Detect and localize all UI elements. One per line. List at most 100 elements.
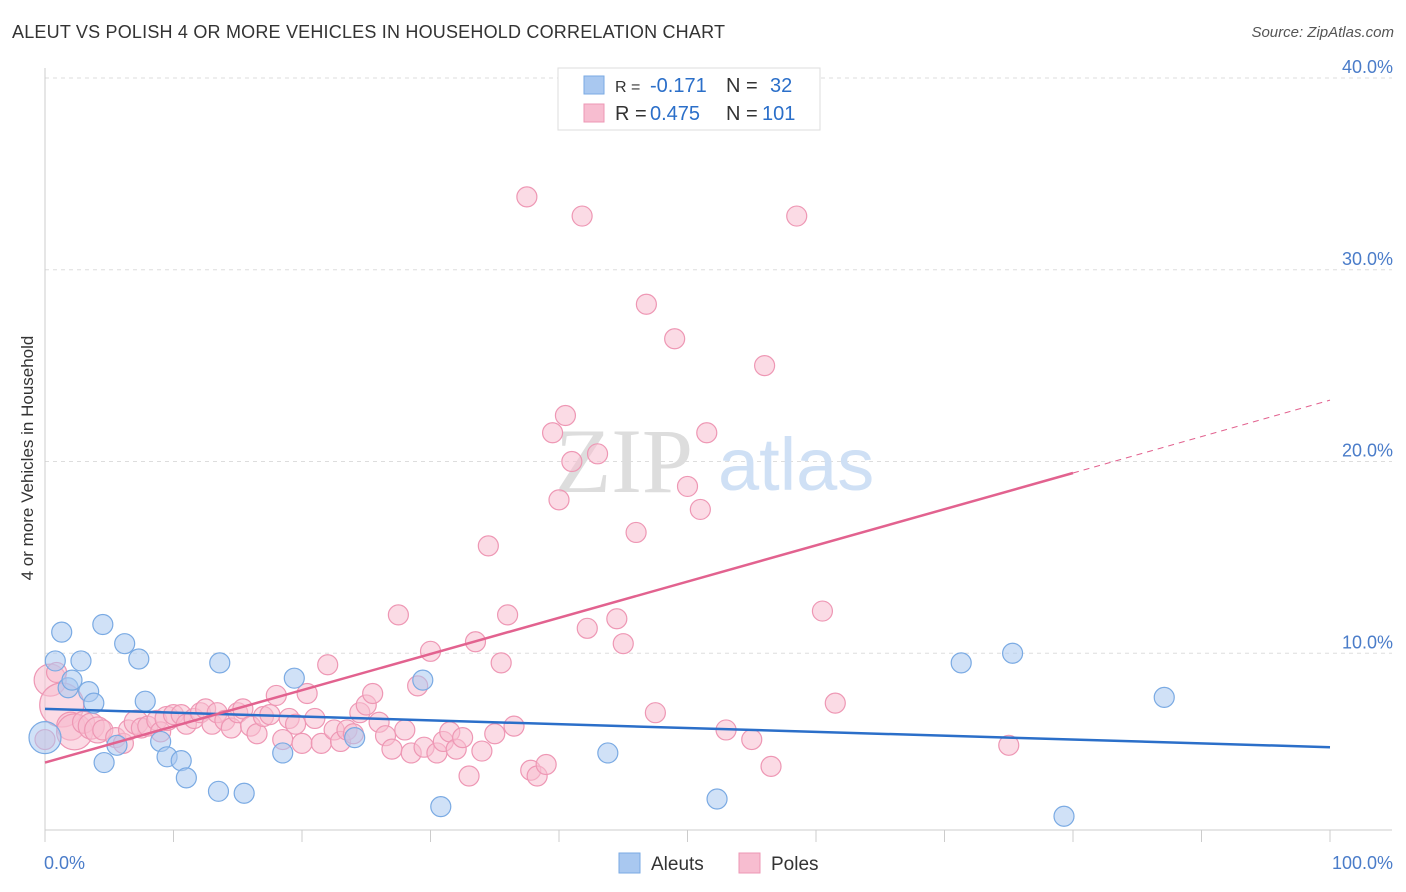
aleuts-point <box>92 613 114 636</box>
aleuts-point <box>233 782 255 804</box>
poles-point <box>284 713 307 735</box>
poles-point <box>516 186 538 208</box>
aleuts-point <box>283 667 305 689</box>
series-legend-label-aleuts: Aleuts <box>651 854 704 875</box>
aleuts-point <box>209 652 231 674</box>
poles-point <box>387 604 409 626</box>
poles-point <box>760 755 782 777</box>
aleuts-point <box>93 751 115 774</box>
aleuts-points <box>28 613 1175 827</box>
poles-point <box>644 702 666 724</box>
aleuts-point <box>597 742 619 764</box>
source-note: Source: ZipAtlas.com <box>1251 24 1394 41</box>
aleuts-point <box>128 648 150 670</box>
trend-lines <box>44 399 1331 764</box>
legend-r-label-pink: R = <box>615 103 647 125</box>
poles-trend-line <box>44 471 1074 764</box>
aleuts-point <box>207 780 230 802</box>
poles-point <box>811 600 834 622</box>
poles-point <box>635 293 657 315</box>
poles-point <box>503 715 525 737</box>
legend-n-value-blue: 32 <box>770 75 792 97</box>
gridlines <box>45 77 1392 654</box>
aleuts-point <box>950 652 972 674</box>
poles-point <box>535 753 557 776</box>
poles-point <box>664 328 686 350</box>
poles-point <box>452 727 474 749</box>
poles-point <box>998 734 1020 756</box>
poles-point <box>548 489 570 511</box>
aleuts-point <box>114 633 136 655</box>
poles-point <box>741 728 763 751</box>
poles-point <box>497 604 519 626</box>
poles-point <box>696 422 718 444</box>
poles-point <box>304 707 326 730</box>
poles-point <box>471 740 493 762</box>
poles-point <box>612 633 634 655</box>
poles-point <box>291 732 313 754</box>
poles-point <box>561 450 583 473</box>
series-legend-swatch-aleuts <box>618 852 641 874</box>
poles-point <box>753 355 776 377</box>
chart-title: ALEUT VS POLISH 4 OR MORE VEHICLES IN HO… <box>12 22 726 42</box>
aleuts-point <box>1153 686 1175 708</box>
y-tick-label: 10.0% <box>1342 632 1393 652</box>
legend-swatch-pink <box>583 103 605 123</box>
poles-point <box>394 719 416 741</box>
legend-r-value-blue: -0.171 <box>650 75 707 97</box>
legend-r-label-blue: R = <box>615 79 640 96</box>
legend-n-label-pink: N = <box>726 103 758 125</box>
aleuts-point <box>430 796 452 818</box>
legend-swatch-blue <box>583 75 605 95</box>
poles-point <box>490 652 512 674</box>
correlation-legend: R = -0.171 N = 32 R = 0.475 N = 101 <box>557 67 821 131</box>
poles-point <box>381 738 403 760</box>
legend-n-label-blue: N = <box>726 75 758 97</box>
y-tick-labels: 10.0% 20.0% 30.0% 40.0% <box>1342 57 1393 652</box>
aleuts-point <box>175 767 197 789</box>
watermark-atlas: atlas <box>718 423 874 506</box>
aleuts-point <box>1002 642 1024 664</box>
poles-point <box>317 654 339 676</box>
series-legend-label-poles: Poles <box>771 854 819 875</box>
aleuts-point <box>706 788 728 810</box>
poles-point <box>576 617 598 639</box>
poles-point <box>554 404 577 427</box>
aleuts-point <box>134 690 156 712</box>
watermark: ZIP atlas <box>555 410 874 512</box>
poles-point <box>484 723 506 745</box>
x-tick-marks <box>44 830 1331 842</box>
poles-point <box>541 422 564 444</box>
poles-point <box>786 205 808 227</box>
aleuts-point <box>61 669 83 691</box>
legend-r-value-pink: 0.475 <box>650 103 700 125</box>
poles-point <box>689 498 711 521</box>
aleuts-trend-line <box>44 707 1331 749</box>
aleuts-point <box>344 727 366 749</box>
aleuts-point <box>70 650 92 672</box>
y-tick-label: 30.0% <box>1342 249 1393 269</box>
poles-point <box>458 765 480 787</box>
aleuts-point <box>1053 805 1075 827</box>
poles-point <box>606 608 628 630</box>
aleuts-point <box>83 692 105 714</box>
aleuts-point <box>44 650 66 672</box>
poles-point <box>625 521 647 544</box>
legend-n-value-pink: 101 <box>762 103 795 125</box>
aleuts-point <box>51 621 73 643</box>
aleuts-point <box>28 721 62 755</box>
x-tick-label-max: 100.0% <box>1332 853 1393 873</box>
poles-point <box>824 692 846 714</box>
aleuts-point <box>272 742 294 764</box>
poles-point <box>571 205 593 227</box>
series-legend-swatch-poles <box>738 852 761 874</box>
poles-point <box>676 475 699 498</box>
aleuts-point <box>412 669 434 691</box>
y-tick-label: 20.0% <box>1342 441 1393 461</box>
y-tick-label: 40.0% <box>1342 57 1393 77</box>
poles-point <box>586 443 609 465</box>
series-legend: Aleuts Poles <box>618 852 819 875</box>
x-tick-label-min: 0.0% <box>44 853 85 873</box>
poles-point <box>477 535 499 557</box>
